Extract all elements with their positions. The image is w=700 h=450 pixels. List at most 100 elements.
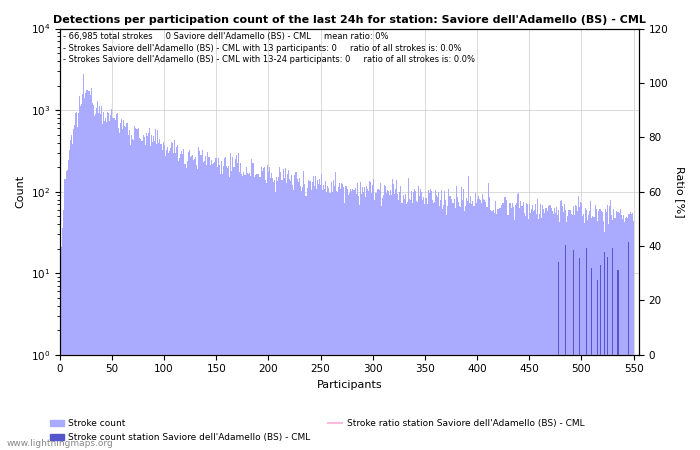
Bar: [195, 157, 196, 450]
Bar: [190, 156, 192, 450]
Bar: [456, 186, 457, 450]
Bar: [352, 189, 354, 450]
Bar: [609, 207, 610, 450]
Bar: [248, 174, 249, 450]
Bar: [162, 142, 164, 450]
Bar: [615, 218, 617, 450]
Bar: [123, 120, 124, 450]
Bar: [345, 186, 346, 450]
Bar: [430, 191, 432, 450]
Bar: [537, 199, 538, 450]
Bar: [443, 205, 444, 450]
Bar: [122, 129, 123, 450]
Bar: [514, 220, 515, 450]
Bar: [240, 163, 241, 450]
Bar: [477, 196, 479, 450]
Bar: [490, 210, 491, 450]
Bar: [543, 209, 545, 450]
Bar: [276, 176, 277, 450]
Bar: [335, 172, 336, 450]
Bar: [268, 172, 269, 450]
Bar: [79, 96, 80, 450]
Bar: [203, 162, 204, 450]
Bar: [363, 192, 364, 450]
Bar: [413, 192, 414, 450]
Bar: [155, 129, 156, 450]
Bar: [555, 212, 556, 450]
Bar: [553, 214, 554, 450]
Bar: [290, 181, 291, 450]
Bar: [154, 141, 155, 450]
Bar: [558, 262, 559, 450]
Bar: [119, 133, 120, 450]
Bar: [245, 175, 246, 450]
Bar: [88, 90, 90, 450]
Bar: [328, 188, 330, 450]
Bar: [617, 270, 619, 450]
Bar: [440, 200, 441, 450]
Bar: [509, 203, 510, 450]
Bar: [596, 280, 598, 450]
Bar: [181, 151, 183, 450]
Legend: Stroke count, Stroke count station Saviore dell'Adamello (BS) - CML, Stroke rati: Stroke count, Stroke count station Savio…: [46, 416, 588, 446]
Bar: [454, 199, 455, 450]
Bar: [366, 186, 367, 450]
Bar: [141, 141, 143, 450]
Bar: [70, 140, 71, 450]
Bar: [375, 194, 377, 450]
Bar: [299, 178, 300, 450]
Bar: [515, 205, 517, 450]
X-axis label: Participants: Participants: [316, 380, 382, 390]
Bar: [424, 204, 426, 450]
Bar: [607, 205, 608, 450]
Bar: [464, 211, 465, 450]
Bar: [419, 196, 420, 450]
Bar: [111, 109, 113, 450]
Bar: [442, 209, 443, 450]
Bar: [396, 180, 398, 450]
Bar: [466, 198, 467, 450]
Bar: [600, 209, 601, 450]
Bar: [107, 112, 108, 450]
Bar: [592, 216, 594, 450]
Bar: [492, 211, 493, 450]
Bar: [602, 212, 603, 450]
Bar: [77, 126, 78, 450]
Bar: [323, 185, 324, 450]
Bar: [341, 183, 342, 450]
Bar: [317, 180, 318, 450]
Bar: [562, 207, 564, 450]
Bar: [186, 161, 188, 450]
Bar: [343, 188, 344, 450]
Bar: [243, 172, 244, 450]
Bar: [577, 212, 578, 450]
Bar: [225, 157, 226, 450]
Bar: [262, 168, 264, 450]
Bar: [550, 205, 551, 450]
Bar: [522, 202, 524, 450]
Bar: [270, 178, 271, 450]
Bar: [214, 162, 215, 450]
Bar: [297, 179, 298, 450]
Bar: [96, 108, 97, 450]
Bar: [612, 248, 613, 450]
Bar: [300, 185, 301, 450]
Bar: [222, 174, 223, 450]
Bar: [484, 200, 485, 450]
Bar: [314, 186, 315, 450]
Bar: [237, 162, 238, 450]
Bar: [304, 184, 305, 450]
Bar: [627, 218, 628, 450]
Bar: [260, 167, 262, 450]
Bar: [512, 203, 513, 450]
Bar: [491, 211, 492, 450]
Bar: [265, 180, 266, 450]
Bar: [533, 211, 534, 450]
Bar: [600, 265, 601, 450]
Bar: [131, 135, 132, 450]
Bar: [513, 207, 514, 450]
Bar: [120, 123, 121, 450]
Bar: [559, 222, 560, 450]
Bar: [418, 186, 419, 450]
Bar: [387, 190, 388, 450]
